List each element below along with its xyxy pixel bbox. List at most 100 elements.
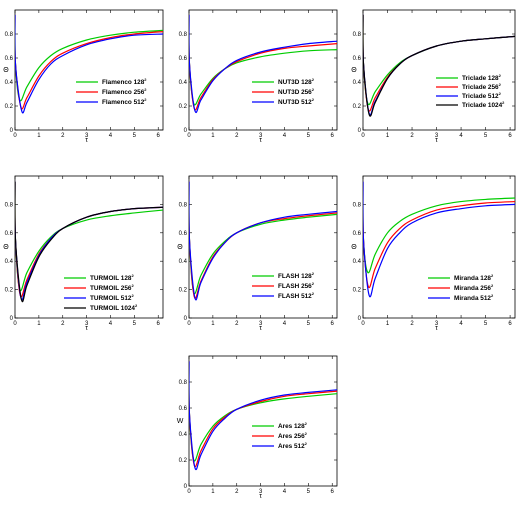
y-tick-label: 0.2 bbox=[353, 288, 362, 294]
y-tick-label: 0.2 bbox=[179, 288, 188, 294]
x-tick-label: 4 bbox=[283, 489, 287, 495]
y-tick-label: 0.8 bbox=[5, 32, 14, 38]
y-tick-label: 0.6 bbox=[353, 56, 362, 62]
x-tick-label: 4 bbox=[283, 321, 287, 327]
legend-label: Flamenco 1282 bbox=[102, 77, 147, 86]
series-line-512 bbox=[363, 181, 515, 298]
x-tick-label: 3 bbox=[85, 133, 89, 139]
y-tick-label: 0 bbox=[358, 316, 362, 322]
legend-label: Flamenco 5122 bbox=[102, 97, 147, 106]
x-tick-label: 0 bbox=[13, 133, 17, 139]
x-tick-label: 5 bbox=[307, 321, 311, 327]
x-tick-label: 1 bbox=[211, 489, 215, 495]
x-tick-label: 5 bbox=[307, 489, 311, 495]
x-tick-label: 6 bbox=[508, 133, 512, 139]
y-tick-label: 0.8 bbox=[353, 202, 362, 208]
legend-exponent: 2 bbox=[131, 283, 134, 288]
series-line-256 bbox=[189, 14, 337, 111]
legend-exponent: 2 bbox=[312, 97, 315, 102]
plot-frame bbox=[188, 175, 338, 319]
x-tick-label: 6 bbox=[331, 489, 335, 495]
x-tick-label: 3 bbox=[259, 489, 263, 495]
legend-exponent: 2 bbox=[305, 421, 308, 426]
y-axis-label: Θ bbox=[3, 67, 9, 74]
x-tick-label: 0 bbox=[187, 133, 191, 139]
legend-exponent: 2 bbox=[135, 303, 138, 308]
x-axis-label: τ bbox=[85, 325, 88, 332]
series-line-256 bbox=[189, 181, 337, 299]
x-tick-label: 6 bbox=[331, 321, 335, 327]
legend-exponent: 2 bbox=[144, 77, 147, 82]
y-tick-label: 0.2 bbox=[5, 104, 14, 110]
x-tick-label: 2 bbox=[235, 489, 239, 495]
x-tick-label: 3 bbox=[259, 133, 263, 139]
series-line-512 bbox=[15, 181, 163, 301]
series-line-256 bbox=[189, 361, 337, 468]
legend-exponent: 2 bbox=[312, 271, 315, 276]
y-tick-label: 0.8 bbox=[353, 32, 362, 38]
x-tick-label: 6 bbox=[508, 321, 512, 327]
series-line-128 bbox=[363, 181, 515, 274]
legend-label: Triclade 5122 bbox=[462, 91, 502, 100]
x-tick-label: 4 bbox=[283, 133, 287, 139]
x-tick-label: 0 bbox=[187, 489, 191, 495]
y-tick-label: 0.2 bbox=[353, 104, 362, 110]
x-tick-label: 1 bbox=[37, 321, 41, 327]
plot-frame bbox=[14, 175, 164, 319]
y-tick-label: 0.6 bbox=[179, 56, 188, 62]
y-tick-label: 0.4 bbox=[353, 259, 362, 265]
legend-exponent: 2 bbox=[312, 77, 315, 82]
series-line-128 bbox=[15, 14, 163, 102]
legend-label: Triclade 10242 bbox=[462, 100, 505, 109]
y-tick-label: 0.8 bbox=[179, 32, 188, 38]
y-axis-label: Θ bbox=[351, 67, 357, 74]
x-tick-label: 3 bbox=[435, 133, 439, 139]
x-tick-label: 1 bbox=[37, 133, 41, 139]
y-axis-label: W bbox=[177, 418, 184, 425]
legend-label: TURMOIL 10242 bbox=[90, 303, 138, 312]
legend-exponent: 2 bbox=[144, 87, 147, 92]
x-tick-label: 2 bbox=[61, 133, 65, 139]
x-axis-label: τ bbox=[259, 325, 262, 332]
y-tick-label: 0.4 bbox=[179, 432, 188, 438]
y-tick-label: 0.2 bbox=[179, 458, 188, 464]
x-axis-label: τ bbox=[435, 325, 438, 332]
x-tick-label: 5 bbox=[307, 133, 311, 139]
legend-label: Ares 5122 bbox=[278, 441, 308, 450]
y-tick-label: 0.4 bbox=[179, 80, 188, 86]
y-tick-label: 0.2 bbox=[5, 288, 14, 294]
series-line-512 bbox=[15, 14, 163, 114]
legend-exponent: 2 bbox=[312, 281, 315, 286]
x-tick-label: 6 bbox=[157, 133, 161, 139]
legend-label: FLASH 1282 bbox=[278, 271, 315, 280]
legend-exponent: 2 bbox=[305, 431, 308, 436]
x-tick-label: 4 bbox=[459, 133, 463, 139]
plot-frame bbox=[188, 9, 338, 131]
y-tick-label: 0 bbox=[184, 128, 188, 134]
legend-label: TURMOIL 1282 bbox=[90, 273, 134, 282]
series-line-512 bbox=[189, 181, 337, 301]
legend-label: FLASH 2562 bbox=[278, 281, 315, 290]
y-tick-label: 0 bbox=[10, 128, 14, 134]
legend-exponent: 2 bbox=[499, 91, 502, 96]
x-tick-label: 0 bbox=[13, 321, 17, 327]
x-tick-label: 3 bbox=[259, 321, 263, 327]
y-tick-label: 0.8 bbox=[179, 380, 188, 386]
series-line-512 bbox=[189, 14, 337, 113]
legend-label: Miranda 2562 bbox=[454, 283, 494, 292]
x-axis-label: τ bbox=[259, 493, 262, 500]
legend-label: NUT3D 2562 bbox=[278, 87, 315, 96]
legend-label: NUT3D 5122 bbox=[278, 97, 315, 106]
y-axis-label: Θ bbox=[3, 244, 9, 251]
x-tick-label: 4 bbox=[109, 321, 113, 327]
x-tick-label: 0 bbox=[361, 133, 365, 139]
x-tick-label: 1 bbox=[386, 321, 390, 327]
x-tick-label: 2 bbox=[235, 133, 239, 139]
legend-exponent: 2 bbox=[144, 97, 147, 102]
